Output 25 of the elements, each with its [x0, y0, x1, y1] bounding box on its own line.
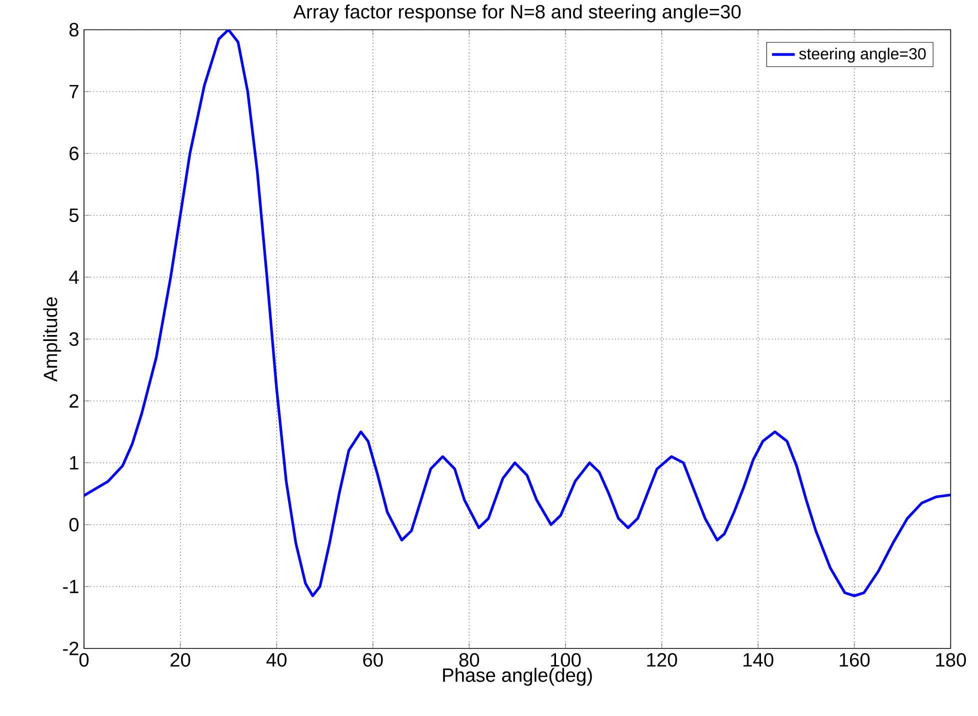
y-tick-label: -1 [63, 580, 78, 593]
x-tick-label: 40 [266, 652, 287, 667]
x-tick-label: 60 [363, 652, 383, 667]
y-tick-label: 3 [69, 332, 78, 346]
x-tick-label: 120 [647, 652, 678, 667]
y-tick-label: 6 [70, 146, 78, 160]
y-tick-label: 1 [70, 456, 78, 470]
y-tick-label: 8 [69, 22, 78, 36]
y-axis-title: Amplitude [43, 297, 62, 382]
legend-label: steering angle=30 [799, 48, 926, 62]
x-tick-label: 100 [550, 652, 581, 667]
y-tick-label: 0 [69, 518, 79, 532]
x-tick-label: 140 [744, 652, 774, 667]
x-axis-title: Phase angle(deg) [443, 668, 592, 686]
y-tick-label: -2 [63, 642, 78, 655]
x-tick-label: 0 [79, 652, 89, 667]
x-tick-label: 180 [936, 652, 966, 667]
y-tick-label: 2 [70, 394, 78, 408]
chart-title: Array factor response for N=8 and steering angle=30 [293, 4, 741, 22]
y-tick-label: 7 [70, 84, 78, 98]
x-tick-label: 20 [170, 652, 190, 667]
y-tick-label: 4 [69, 270, 79, 284]
y-tick-label: 5 [69, 208, 78, 222]
x-tick-label: 160 [840, 652, 870, 667]
x-tick-label: 80 [459, 652, 480, 667]
